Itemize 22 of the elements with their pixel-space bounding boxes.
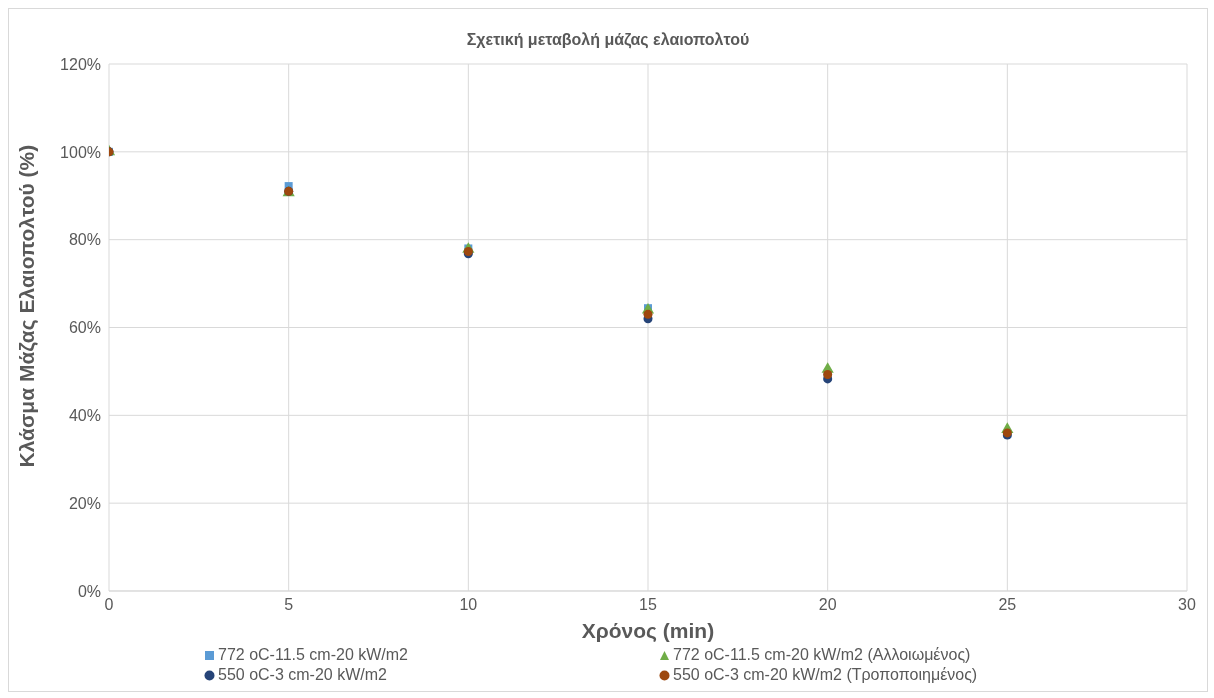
y-tick-label: 20% bbox=[68, 494, 101, 512]
legend-label: 550 oC-3 cm-20 kW/m2 bbox=[218, 666, 387, 684]
legend-label: 772 oC-11.5 cm-20 kW/m2 (Αλλοιωμένος) bbox=[673, 646, 971, 664]
y-tick-label: 60% bbox=[68, 319, 101, 337]
y-tick-label: 80% bbox=[68, 231, 101, 249]
x-tick-label: 30 bbox=[1178, 596, 1196, 614]
legend-label: 550 oC-3 cm-20 kW/m2 (Τροποποιημένος) bbox=[673, 666, 978, 684]
x-tick-label: 5 bbox=[284, 596, 294, 614]
y-axis-title: Κλάσμα Μάζας Ελαιοπολτού (%) bbox=[15, 144, 40, 468]
x-axis-title: Χρόνος (min) bbox=[581, 619, 715, 643]
y-tick-label: 40% bbox=[68, 407, 101, 425]
x-tick-label: 0 bbox=[104, 596, 114, 614]
x-tick-label: 10 bbox=[459, 596, 478, 614]
x-tick-label: 20 bbox=[818, 596, 837, 614]
x-tick-label: 25 bbox=[998, 596, 1017, 614]
point bbox=[643, 309, 653, 319]
y-tick-label: 120% bbox=[60, 55, 101, 73]
x-tick-label: 15 bbox=[639, 596, 657, 614]
chart-title: Σχετική μεταβολή μάζας ελαιοπολτού bbox=[465, 31, 751, 49]
y-tick-label: 0% bbox=[77, 582, 101, 600]
y-tick-label: 100% bbox=[60, 143, 101, 161]
legend-label: 772 oC-11.5 cm-20 kW/m2 bbox=[218, 646, 408, 664]
